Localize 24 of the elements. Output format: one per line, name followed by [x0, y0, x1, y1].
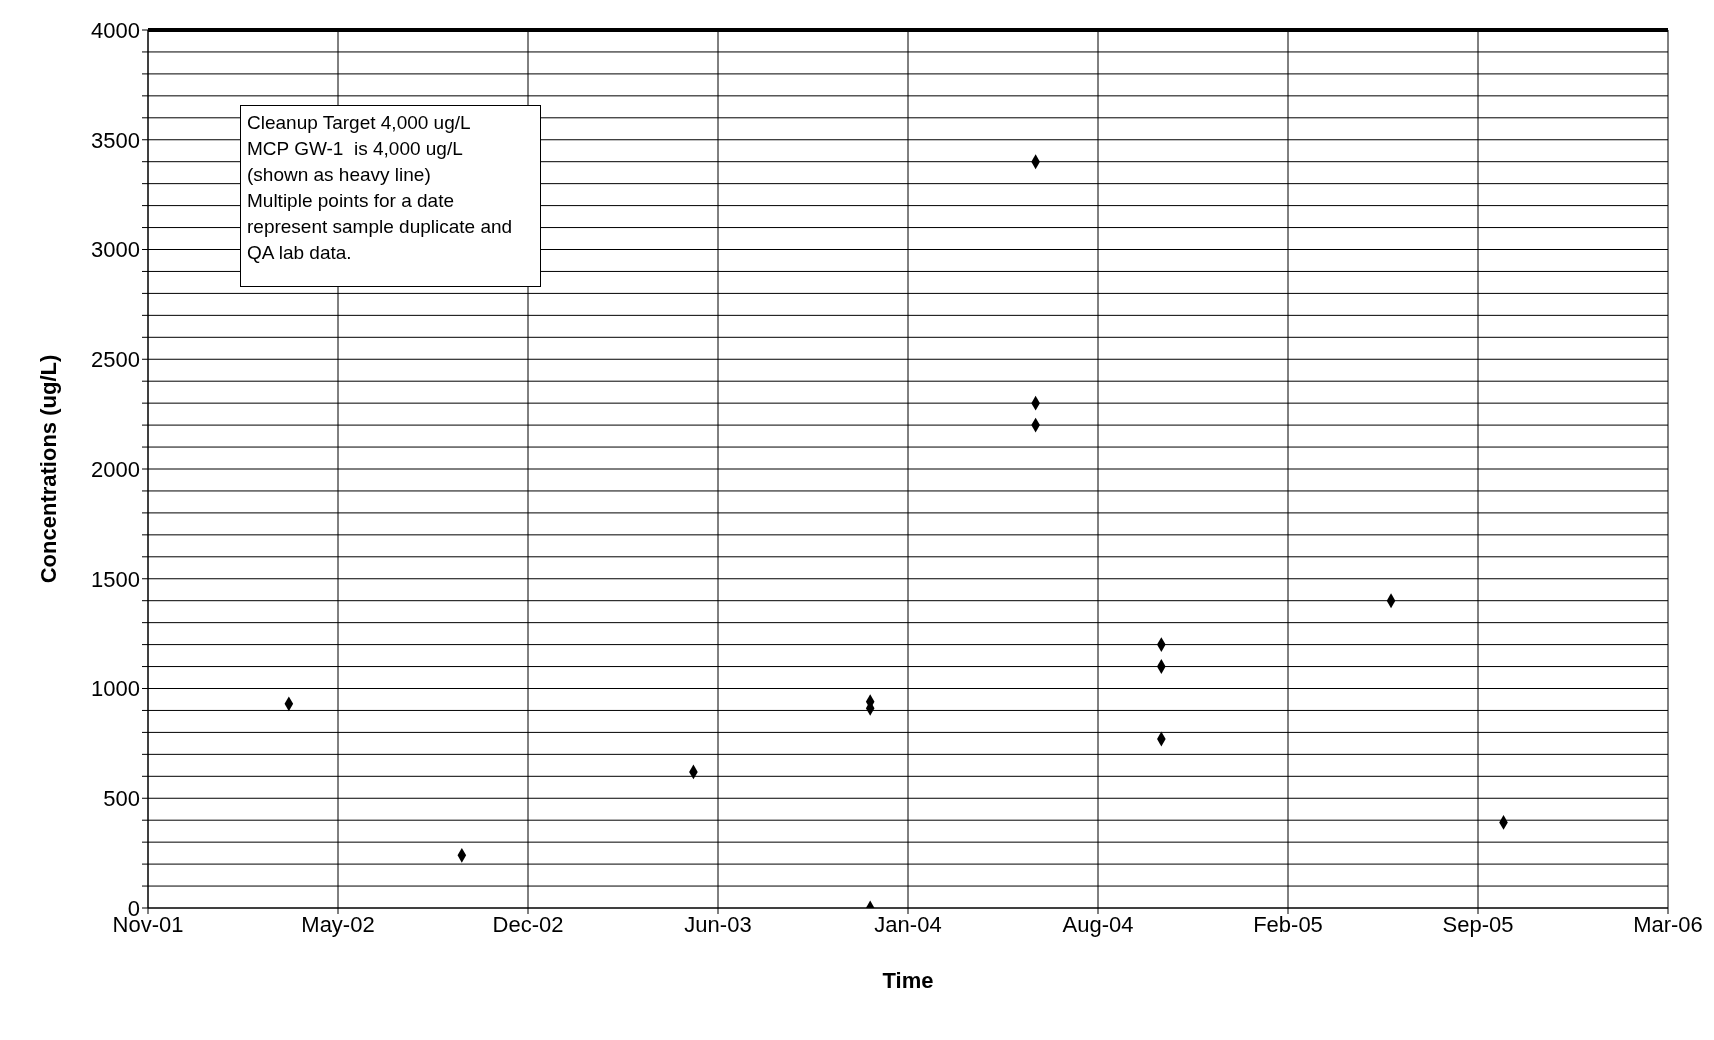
y-tick-label: 4000	[91, 17, 140, 43]
y-tick-label: 500	[103, 786, 140, 812]
y-tick-label: 2000	[91, 456, 140, 482]
x-tick-label: Jan-04	[874, 911, 942, 937]
y-axis-title: Concentrations (ug/L)	[35, 354, 61, 584]
annotation: Multiple points for a date	[247, 189, 455, 213]
y-tick-label: 1500	[91, 566, 140, 592]
y-tick-label: 3500	[91, 127, 140, 153]
y-tick-label: 2500	[91, 347, 140, 373]
x-tick-label: Feb-05	[1253, 911, 1323, 937]
x-tick-label: Dec-02	[492, 911, 564, 937]
x-tick-label: Sep-05	[1442, 911, 1514, 937]
annotation: represent sample duplicate and	[247, 215, 513, 239]
y-tick-label: 3000	[91, 237, 140, 263]
annotation: (shown as heavy line)	[247, 163, 432, 187]
x-tick-label: Jun-03	[684, 911, 752, 937]
x-tick-label: Aug-04	[1062, 911, 1134, 937]
annotation: MCP GW-1 is 4,000 ug/L	[247, 137, 464, 161]
x-axis-title: Time	[882, 968, 934, 993]
annotation: QA lab data.	[247, 241, 353, 265]
y-tick-label: 1000	[91, 676, 140, 702]
x-tick-label: May-02	[301, 911, 375, 937]
x-tick-label: Mar-06	[1633, 911, 1703, 937]
annotation: Cleanup Target 4,000 ug/L	[247, 111, 472, 135]
